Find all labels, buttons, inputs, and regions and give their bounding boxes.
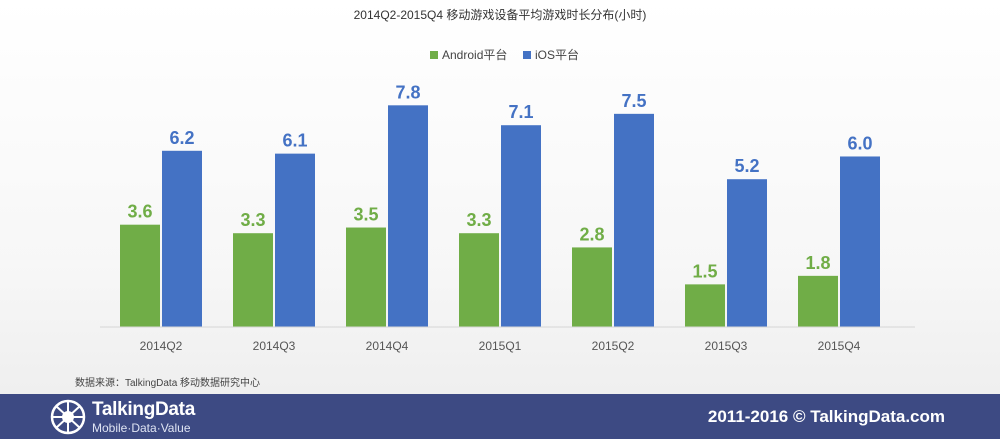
logo-name: TalkingData xyxy=(92,399,195,420)
value-label-ios-2014Q3: 6.1 xyxy=(282,131,307,151)
chart-title: 2014Q2-2015Q4 移动游戏设备平均游戏时长分布(小时) xyxy=(354,8,647,22)
value-label-android-2015Q3: 1.5 xyxy=(692,261,717,281)
value-label-android-2014Q4: 3.5 xyxy=(353,205,378,225)
x-tick-2014Q3: 2014Q3 xyxy=(253,339,296,353)
legend-label-ios: iOS平台 xyxy=(535,47,579,62)
value-label-android-2014Q3: 3.3 xyxy=(240,210,265,230)
legend-label-android: Android平台 xyxy=(442,47,507,62)
value-label-android-2015Q2: 2.8 xyxy=(579,224,604,244)
bar-ios-2015Q3 xyxy=(727,179,767,327)
legend-swatch-ios xyxy=(523,51,531,59)
bar-ios-2015Q1 xyxy=(501,125,541,327)
value-label-ios-2015Q2: 7.5 xyxy=(621,91,646,111)
logo[interactable]: TalkingData Mobile·Data·Value xyxy=(50,397,230,437)
x-tick-2014Q4: 2014Q4 xyxy=(366,339,409,353)
legend: Android平台 iOS平台 xyxy=(430,47,579,62)
x-tick-2014Q2: 2014Q2 xyxy=(140,339,183,353)
value-label-ios-2015Q1: 7.1 xyxy=(508,102,533,122)
value-label-ios-2014Q2: 6.2 xyxy=(169,128,194,148)
value-label-ios-2014Q4: 7.8 xyxy=(395,82,420,102)
x-tick-labels: 2014Q2 2014Q3 2014Q4 2015Q1 2015Q2 2015Q3 2015… xyxy=(140,339,861,353)
logo-tagline: Mobile·Data·Value xyxy=(92,421,191,435)
source-note: 数据来源：TalkingData 移动数据研究中心 xyxy=(75,378,261,389)
bar-android-2014Q3 xyxy=(233,233,273,327)
talkingdata-logo-icon xyxy=(50,399,86,435)
chart: 2014Q2-2015Q4 移动游戏设备平均游戏时长分布(小时) Android… xyxy=(100,8,915,353)
bar-android-2015Q4 xyxy=(798,275,838,327)
value-label-android-2015Q1: 3.3 xyxy=(466,210,491,230)
bar-ios-2015Q2 xyxy=(614,113,654,327)
copyright-text: 2011-2016 © TalkingData.com xyxy=(707,407,945,426)
legend-swatch-android xyxy=(430,51,438,59)
x-tick-2015Q3: 2015Q3 xyxy=(705,339,748,353)
value-label-android-2015Q4: 1.8 xyxy=(805,253,830,273)
bar-android-2015Q1 xyxy=(459,233,499,327)
footer-bar: TalkingData Mobile·Data·Value 2011-2016 … xyxy=(0,394,1000,439)
value-label-ios-2015Q3: 5.2 xyxy=(734,156,759,176)
bar-android-2014Q2 xyxy=(120,224,160,327)
bar-android-2014Q4 xyxy=(346,227,386,327)
bar-ios-2014Q3 xyxy=(275,153,315,327)
bar-android-2015Q2 xyxy=(572,247,612,327)
x-tick-2015Q1: 2015Q1 xyxy=(479,339,522,353)
x-tick-2015Q4: 2015Q4 xyxy=(818,339,861,353)
x-tick-2015Q2: 2015Q2 xyxy=(592,339,635,353)
bar-ios-2014Q4 xyxy=(388,105,428,327)
bar-ios-2015Q4 xyxy=(840,156,880,327)
bar-android-2015Q3 xyxy=(685,284,725,327)
value-label-android-2014Q2: 3.6 xyxy=(127,202,152,222)
bars-group: 3.6 6.2 3.3 6.1 3.5 7.8 3.3 7.1 2.8 7.5 1.5 5.2 1.8 6… xyxy=(120,82,880,327)
bar-ios-2014Q2 xyxy=(162,150,202,327)
value-label-ios-2015Q4: 6.0 xyxy=(847,133,872,153)
